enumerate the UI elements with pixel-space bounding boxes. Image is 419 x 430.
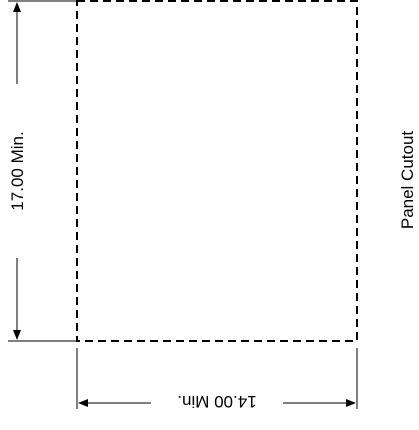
cutout-outline xyxy=(76,0,358,342)
panel-cutout-title: Panel Cutout xyxy=(398,131,417,230)
height-label: 17.00 Min. xyxy=(8,131,27,210)
width-label: 14.00 Min. xyxy=(177,392,256,411)
